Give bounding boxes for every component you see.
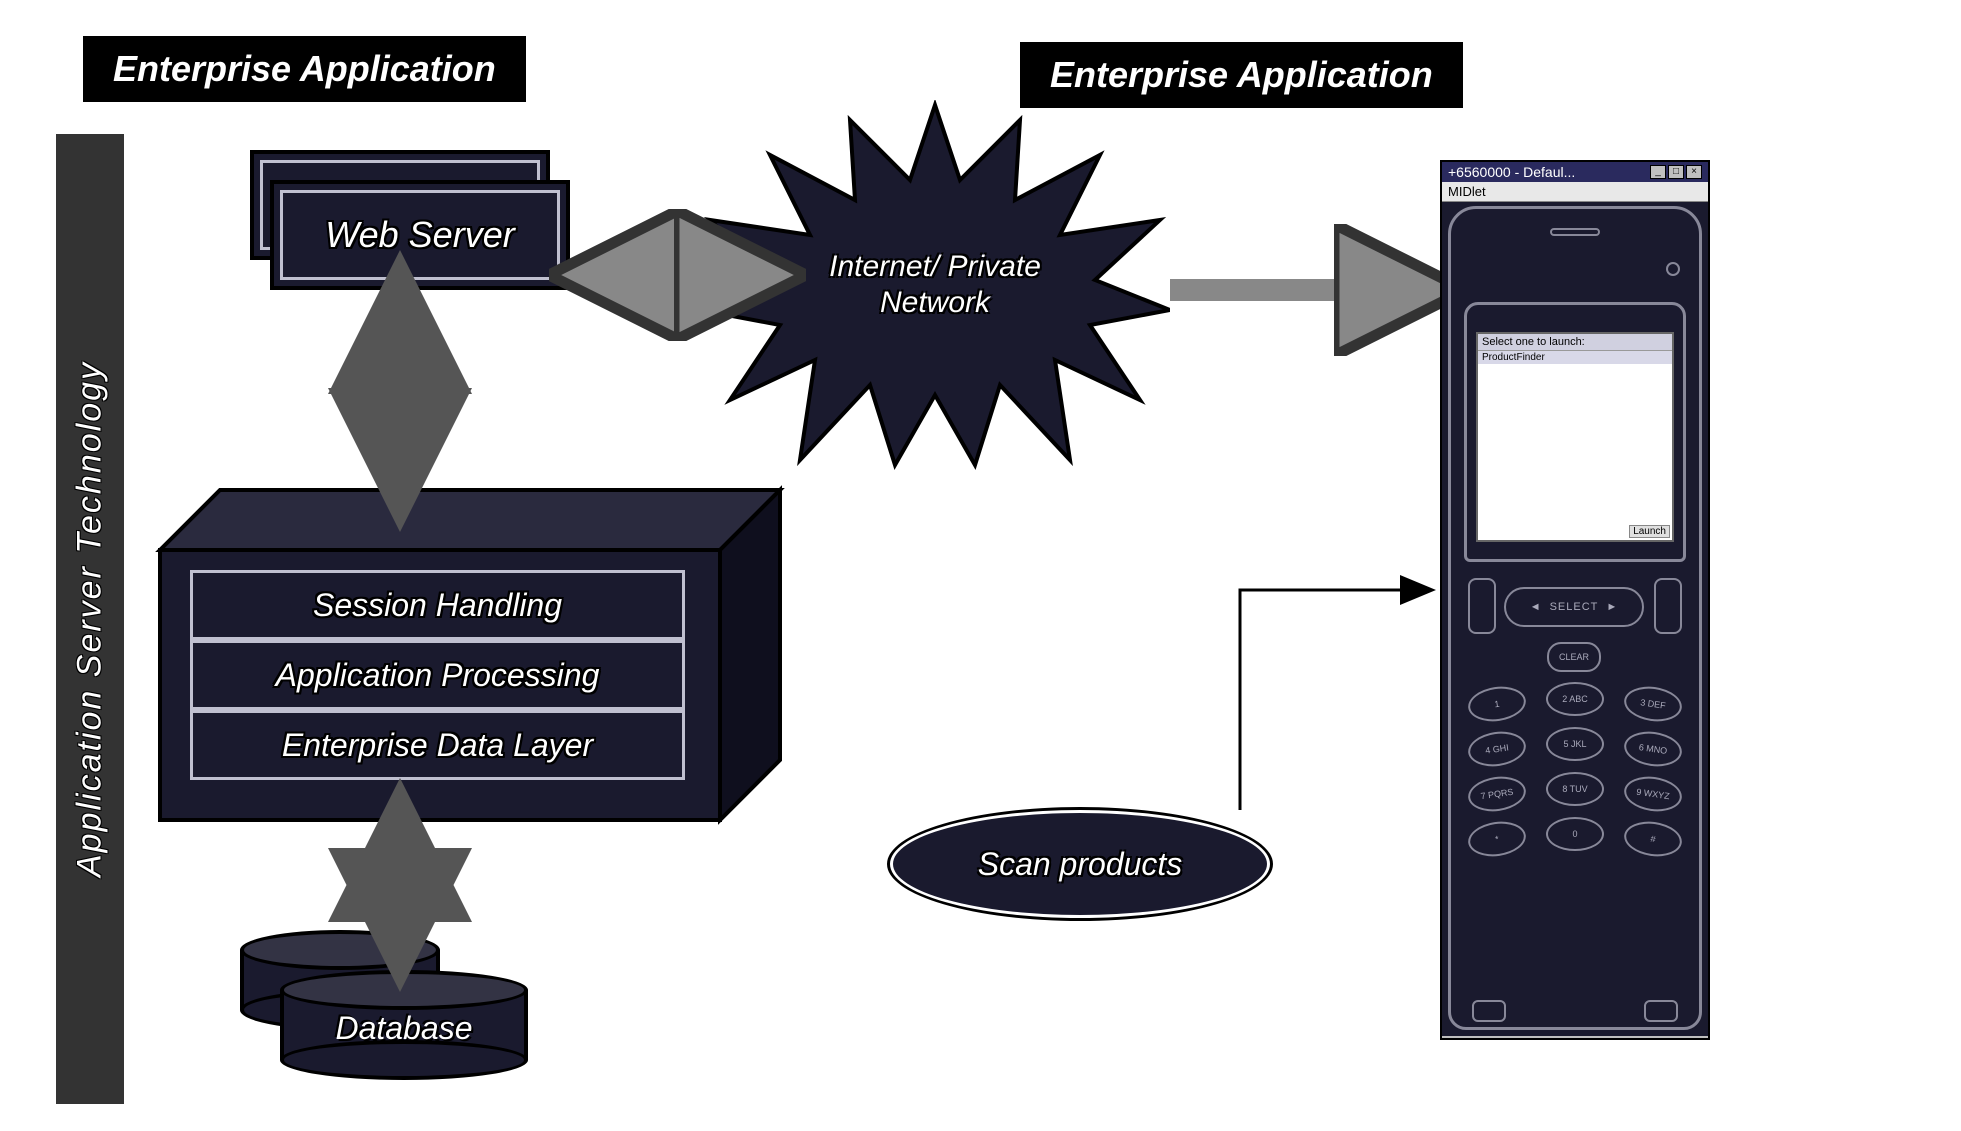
screen-list-item[interactable]: ProductFinder: [1478, 351, 1672, 364]
layer-session: Session Handling: [190, 570, 685, 640]
minimize-button[interactable]: _: [1650, 165, 1666, 179]
phone-menubar[interactable]: MIDlet: [1442, 182, 1708, 202]
title-left: Enterprise Application: [83, 36, 526, 102]
select-button[interactable]: ◄ SELECT ►: [1504, 587, 1644, 627]
left-softkey[interactable]: [1468, 578, 1496, 634]
bottom-right-cap: [1644, 1000, 1678, 1022]
network-starburst: Internet/ Private Network: [700, 100, 1170, 470]
screen-header: Select one to launch:: [1478, 334, 1672, 351]
phone-screen: Select one to launch: ProductFinder Laun…: [1476, 332, 1674, 542]
layer-processing: Application Processing: [190, 640, 685, 710]
launch-button[interactable]: Launch: [1629, 525, 1670, 538]
sidebar-app-server-tech: Application Server Technology: [56, 134, 124, 1104]
database-front: Database: [280, 970, 528, 1080]
key-5[interactable]: 5 JKL: [1546, 727, 1604, 761]
phone-body: Select one to launch: ProductFinder Laun…: [1442, 202, 1708, 1036]
phone-titlebar: +6560000 - Defaul... _ □ ×: [1442, 162, 1708, 182]
layer-data: Enterprise Data Layer: [190, 710, 685, 780]
network-label: Internet/ Private Network: [829, 249, 1041, 321]
phone-emulator-window: +6560000 - Defaul... _ □ × MIDlet Select…: [1440, 160, 1710, 1040]
key-2[interactable]: 2 ABC: [1546, 682, 1604, 716]
web-server-label: Web Server: [283, 193, 557, 277]
bottom-left-cap: [1472, 1000, 1506, 1022]
app-server-layers: Session Handling Application Processing …: [190, 570, 685, 780]
right-softkey[interactable]: [1654, 578, 1682, 634]
close-button[interactable]: ×: [1686, 165, 1702, 179]
key-0[interactable]: 0: [1546, 817, 1604, 851]
maximize-button[interactable]: □: [1668, 165, 1684, 179]
key-8[interactable]: 8 TUV: [1546, 772, 1604, 806]
clear-button[interactable]: CLEAR: [1547, 642, 1601, 672]
scan-products-node: Scan products: [890, 810, 1270, 918]
title-right: Enterprise Application: [1020, 42, 1463, 108]
